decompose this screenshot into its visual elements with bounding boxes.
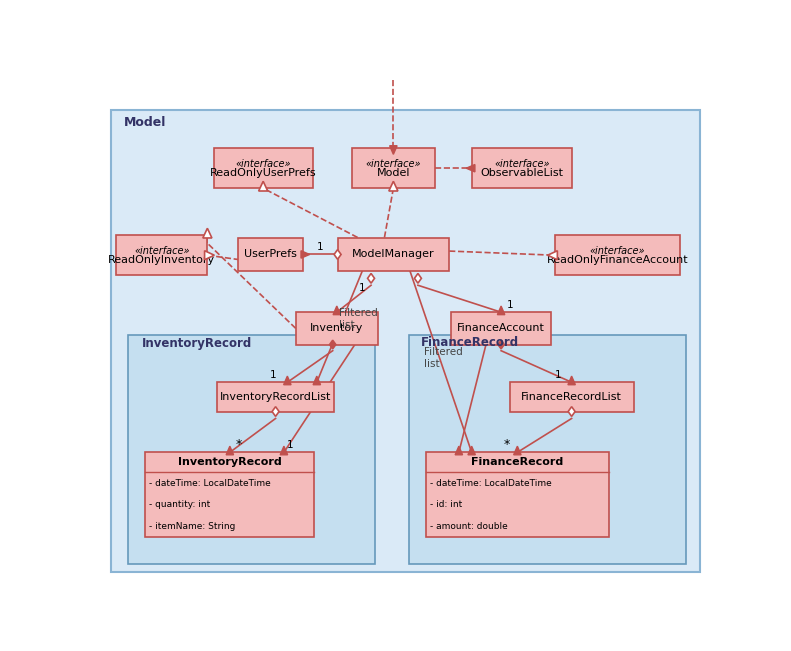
Polygon shape <box>284 376 291 385</box>
Text: - dateTime: LocalDateTime: - dateTime: LocalDateTime <box>149 478 271 488</box>
Polygon shape <box>466 165 475 172</box>
Text: ReadOnlyInventory: ReadOnlyInventory <box>108 255 215 265</box>
Text: UserPrefs: UserPrefs <box>244 249 297 260</box>
Bar <box>426 452 609 537</box>
Polygon shape <box>202 229 212 238</box>
Text: *: * <box>503 438 509 451</box>
Bar <box>238 238 304 271</box>
Text: Model: Model <box>377 168 410 178</box>
Polygon shape <box>568 376 575 385</box>
Text: ObservableList: ObservableList <box>480 168 563 178</box>
Polygon shape <box>368 273 375 283</box>
Bar <box>451 312 551 344</box>
Bar <box>351 148 435 188</box>
Polygon shape <box>259 181 267 191</box>
Text: FinanceRecordList: FinanceRecordList <box>521 392 622 402</box>
Text: FinanceAccount: FinanceAccount <box>457 324 545 333</box>
Text: Filtered
list: Filtered list <box>339 309 377 330</box>
Polygon shape <box>280 446 288 455</box>
Text: «interface»: «interface» <box>365 159 421 169</box>
Polygon shape <box>226 446 233 455</box>
Bar <box>472 148 572 188</box>
Polygon shape <box>333 306 340 314</box>
Text: InventoryRecord: InventoryRecord <box>142 337 252 350</box>
Polygon shape <box>330 340 336 349</box>
Polygon shape <box>389 181 398 191</box>
Text: *: * <box>236 438 242 451</box>
Text: 1: 1 <box>317 242 324 252</box>
Polygon shape <box>568 407 575 417</box>
Text: InventoryRecord: InventoryRecord <box>178 458 282 467</box>
Text: Model: Model <box>123 115 166 128</box>
Text: «interface»: «interface» <box>236 159 291 169</box>
Text: «interface»: «interface» <box>494 159 550 169</box>
Bar <box>338 238 449 271</box>
Polygon shape <box>498 306 505 314</box>
Text: - itemName: String: - itemName: String <box>149 521 236 531</box>
Polygon shape <box>205 251 214 260</box>
Bar <box>296 312 378 344</box>
Bar <box>409 335 687 564</box>
Polygon shape <box>301 251 309 258</box>
Bar <box>214 148 312 188</box>
Bar <box>217 382 335 411</box>
Polygon shape <box>313 376 320 385</box>
Polygon shape <box>468 446 475 455</box>
Text: 1: 1 <box>287 439 293 450</box>
Text: - id: int: - id: int <box>430 500 462 509</box>
Text: FinanceRecord: FinanceRecord <box>421 337 519 350</box>
Bar <box>128 335 375 564</box>
Text: 1: 1 <box>270 370 277 380</box>
Polygon shape <box>513 446 521 455</box>
Text: ReadOnlyUserPrefs: ReadOnlyUserPrefs <box>210 168 316 178</box>
Text: - dateTime: LocalDateTime: - dateTime: LocalDateTime <box>430 478 551 488</box>
Bar <box>509 382 634 411</box>
Text: Filtered
list: Filtered list <box>424 347 463 369</box>
Text: «interface»: «interface» <box>134 245 189 256</box>
Text: ReadOnlyFinanceAccount: ReadOnlyFinanceAccount <box>547 255 688 265</box>
Text: FinanceRecord: FinanceRecord <box>471 458 563 467</box>
Text: 1: 1 <box>507 299 513 309</box>
Text: 1: 1 <box>358 283 365 294</box>
Text: «interface»: «interface» <box>589 245 645 256</box>
Polygon shape <box>390 146 397 154</box>
Text: - amount: double: - amount: double <box>430 521 508 531</box>
Polygon shape <box>455 446 463 455</box>
Polygon shape <box>498 340 504 349</box>
Bar <box>116 235 207 275</box>
Text: InventoryRecordList: InventoryRecordList <box>220 392 331 402</box>
Polygon shape <box>547 251 558 260</box>
Polygon shape <box>334 249 341 259</box>
Text: 1: 1 <box>554 370 561 380</box>
Polygon shape <box>414 273 422 283</box>
Bar <box>554 235 680 275</box>
Text: ModelManager: ModelManager <box>352 249 435 260</box>
Polygon shape <box>272 407 279 417</box>
Text: Inventory: Inventory <box>310 324 364 333</box>
Bar <box>146 452 314 537</box>
Text: - quantity: int: - quantity: int <box>149 500 210 509</box>
